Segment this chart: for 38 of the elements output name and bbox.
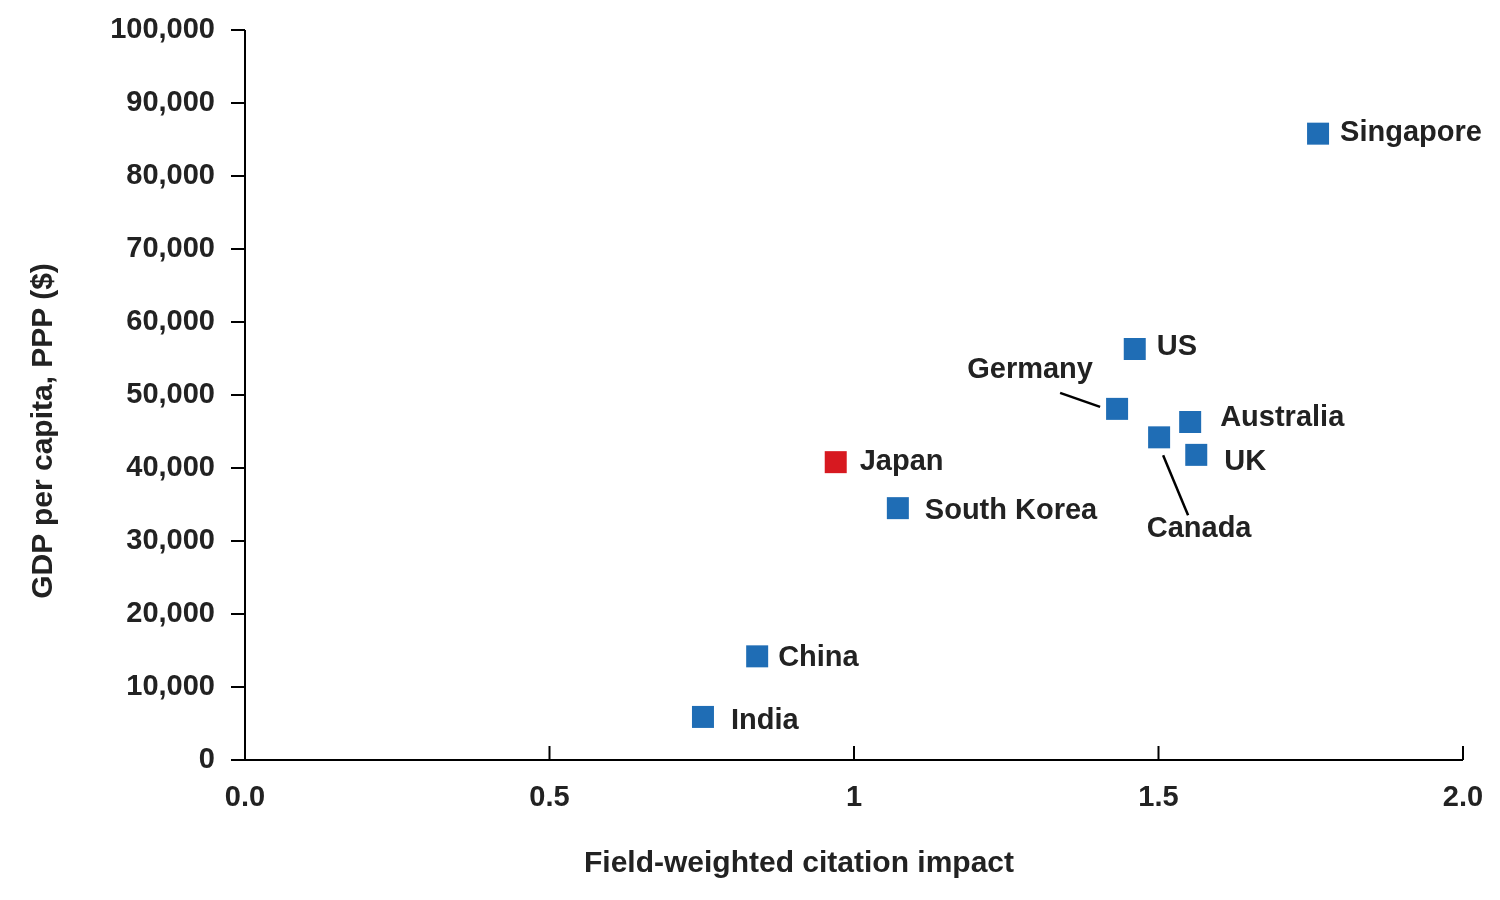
y-tick-label: 100,000 — [110, 11, 215, 44]
x-tick-label: 0.5 — [529, 780, 570, 812]
y-tick-label: 80,000 — [126, 157, 215, 190]
annotation: India — [730, 702, 800, 735]
point — [824, 451, 847, 474]
x-axis-title: Field-weighted citation impact — [583, 845, 1015, 878]
point — [1179, 411, 1202, 434]
annotation: Canada — [1146, 511, 1253, 543]
x-tick-label: 1.5 — [1138, 780, 1179, 812]
annotation: Singapore — [1340, 115, 1482, 148]
y-tick-label: 0 — [198, 741, 215, 774]
y-tick-label: 10,000 — [126, 668, 215, 701]
point — [691, 705, 714, 728]
annotation: Japan — [859, 443, 944, 476]
y-tick-label: 70,000 — [126, 230, 215, 263]
y-tick-label: 30,000 — [126, 522, 215, 555]
x-tick-label: 0.0 — [224, 780, 266, 812]
y-tick-label: 90,000 — [126, 84, 215, 117]
x-tick-label: 1 — [845, 780, 863, 812]
point — [1185, 443, 1208, 466]
point — [1307, 122, 1330, 145]
y-tick-label: 40,000 — [126, 449, 215, 482]
point — [1106, 397, 1129, 420]
point — [886, 497, 909, 520]
x-tick-label: 2.0 — [1442, 780, 1484, 812]
point — [746, 645, 769, 668]
annotation: China — [778, 640, 860, 672]
annotation: US — [1156, 328, 1198, 361]
annotation: Australia — [1220, 399, 1346, 432]
y-tick-label: 50,000 — [126, 376, 215, 409]
y-tick-label: 60,000 — [126, 303, 215, 336]
y-axis-title: GDP per capita, PPP ($) — [25, 263, 58, 599]
y-tick-label: 20,000 — [126, 595, 215, 628]
annotation: Germany — [967, 351, 1093, 384]
annotation: UK — [1224, 443, 1267, 476]
point — [1123, 338, 1146, 361]
annotation: South Korea — [924, 492, 1099, 525]
point — [1148, 426, 1171, 449]
